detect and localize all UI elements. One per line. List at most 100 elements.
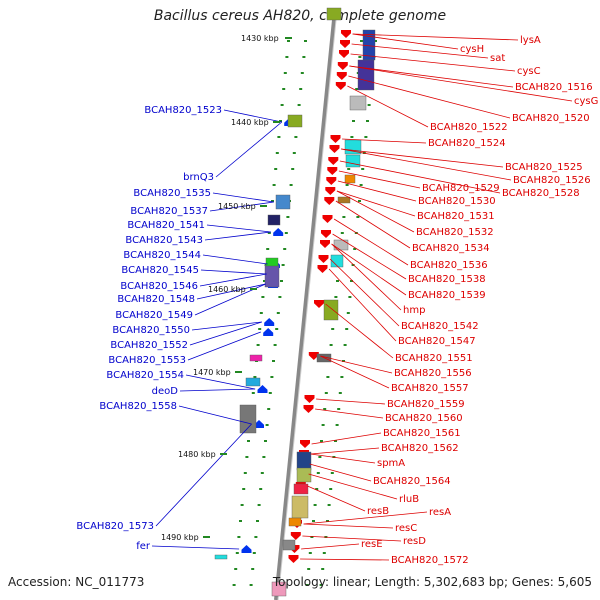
track-dot	[342, 360, 345, 362]
gene-label-left: BCAH820_1552	[110, 340, 188, 351]
gene-labels: lysA cysH sat cysC BCAH820_1516 cysG BCAH820_1…	[76, 35, 598, 566]
leader-line	[352, 33, 459, 50]
track-dot	[358, 200, 361, 202]
leader-line	[339, 160, 501, 194]
track-dot	[280, 280, 283, 282]
gene-block	[264, 264, 280, 288]
track-dot	[343, 344, 347, 346]
track-dot	[356, 216, 360, 218]
track-dot	[235, 552, 239, 554]
track-dot	[275, 152, 279, 154]
leader-line	[351, 43, 489, 59]
gene-label-right: BCAH820_1520	[512, 113, 590, 124]
leader-line	[336, 190, 416, 217]
reverse-gene-arrow	[320, 240, 330, 248]
gene-block	[337, 196, 351, 204]
gene-label-right: BCAH820_1534	[412, 243, 490, 254]
leader-line	[303, 523, 394, 529]
track-dot	[252, 552, 256, 554]
gene-label-right: BCAH820_1539	[408, 290, 486, 301]
gene-label-right: BCAH820_1560	[385, 413, 463, 424]
gene-label-right: BCAH820_1525	[505, 162, 583, 173]
reverse-gene-arrow	[300, 440, 310, 448]
track-dot	[271, 200, 274, 202]
track-dot	[253, 376, 257, 378]
reverse-gene-arrow	[304, 395, 315, 403]
backbone-line	[274, 17, 337, 600]
track-dot	[338, 392, 342, 394]
gene-label-right: BCAH820_1559	[387, 399, 465, 410]
gene-block	[357, 59, 375, 91]
leader-line	[338, 170, 421, 189]
track-dot	[352, 120, 355, 122]
gene-label-right: BCAH820_1542	[401, 321, 479, 332]
leader-line	[329, 258, 400, 327]
reverse-gene-arrow	[337, 62, 348, 70]
gene-label-left: BCAH820_1550	[112, 325, 190, 336]
track-dot	[318, 456, 322, 458]
genome-backbone	[274, 17, 337, 600]
reverse-gene-arrow	[327, 167, 338, 175]
kbp-label: 1460 kbp	[208, 285, 246, 294]
track-dot	[329, 344, 333, 346]
track-dot	[351, 264, 355, 266]
gene-block	[288, 517, 302, 527]
gene-label-right: BCAH820_1526	[513, 175, 591, 186]
track-dot	[272, 184, 276, 186]
reverse-gene-arrow	[336, 72, 347, 80]
gene-label-left: BCAH820_1541	[127, 220, 205, 231]
reverse-gene-arrow	[340, 40, 350, 48]
track-dot	[239, 520, 242, 522]
track-dot	[308, 552, 312, 554]
gene-label-left: BCAH820_1545	[121, 265, 199, 276]
track-dot	[264, 440, 267, 442]
track-dot	[299, 88, 303, 90]
leader-line	[223, 109, 282, 123]
track-dot	[278, 296, 282, 298]
track-dot	[353, 248, 357, 250]
track-dot	[326, 520, 329, 522]
gene-label-left: BCAH820_1558	[99, 401, 177, 412]
kbp-label: 1470 kbp	[193, 368, 231, 377]
gene-label-left: brnQ3	[183, 172, 214, 183]
track-dot	[358, 56, 362, 58]
kbp-label: 1440 kbp	[231, 118, 269, 127]
gene-label-right: BCAH820_1564	[373, 476, 451, 487]
gene-label-left: BCAH820_1549	[115, 310, 193, 321]
gene-label-right: resD	[403, 536, 426, 547]
track-dot	[361, 168, 365, 170]
track-dot	[265, 424, 269, 426]
gene-label-right: BCAH820_1529	[422, 183, 500, 194]
reverse-gene-arrow	[303, 405, 314, 413]
leader-line	[151, 545, 240, 550]
reverse-gene-arrow	[290, 532, 301, 540]
leader-line	[199, 273, 267, 287]
gene-label-right: cysC	[517, 66, 541, 77]
track-dot	[337, 408, 341, 410]
gene-label-right: sat	[490, 53, 505, 64]
gene-label-right: BCAH820_1531	[417, 211, 495, 222]
track-dot	[346, 312, 350, 314]
reverse-gene-arrow	[341, 30, 351, 38]
track-dot	[272, 360, 275, 362]
reverse-gene-arrow	[329, 145, 340, 153]
track-dot	[242, 488, 246, 490]
track-dot	[232, 584, 236, 586]
accession-text: Accession: NC_011773	[8, 575, 145, 589]
track-dot	[367, 104, 371, 106]
kbp-mark	[220, 453, 227, 455]
kbp-label: 1430 kbp	[241, 34, 279, 43]
kbp-mark	[235, 371, 242, 373]
track-dot	[267, 408, 271, 410]
gene-label-left: BCAH820_1537	[130, 206, 208, 217]
track-dot	[297, 104, 301, 106]
track-dot	[267, 232, 271, 234]
gene-block	[323, 299, 339, 321]
leader-line	[191, 321, 262, 331]
leader-line	[309, 463, 372, 482]
leader-line	[332, 233, 407, 280]
gene-label-right: BCAH820_1547	[398, 336, 476, 347]
reverse-gene-arrow	[324, 197, 335, 205]
track-dot	[331, 328, 335, 330]
